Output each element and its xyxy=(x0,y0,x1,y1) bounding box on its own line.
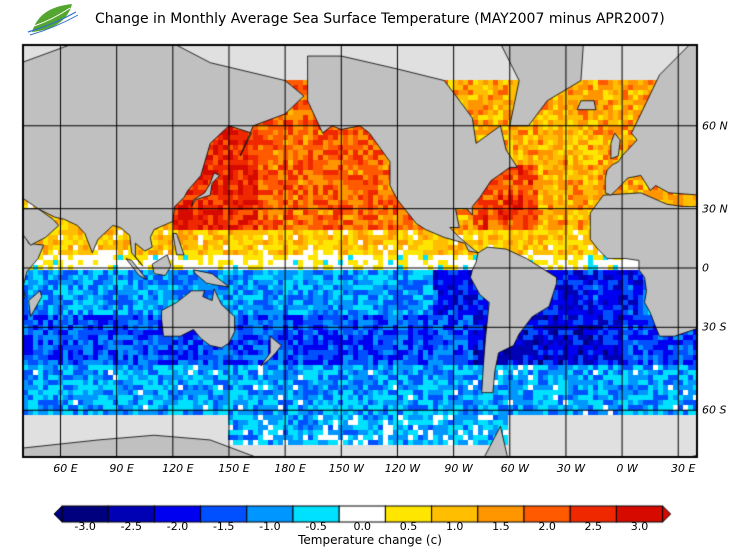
colorbar-tick-label: 2.0 xyxy=(538,520,556,533)
y-tick-label: 0 xyxy=(702,261,709,275)
colorbar-tick-label: 3.0 xyxy=(630,520,649,533)
x-tick-label: 60 E xyxy=(53,462,78,475)
x-tick-label: 30 E xyxy=(671,462,696,475)
colorbar-tick-label: -2.0 xyxy=(166,520,189,533)
y-tick-label: 30 N xyxy=(702,202,728,216)
hko-logo xyxy=(24,2,80,44)
colorbar-tick-label: -3.0 xyxy=(74,520,96,533)
x-tick-label: 0 W xyxy=(616,462,638,475)
x-tick-label: 60 W xyxy=(500,462,529,475)
x-tick-label: 120 W xyxy=(384,462,421,475)
y-tick-label: 30 S xyxy=(702,320,727,334)
y-tick-label: 60 S xyxy=(702,403,727,417)
x-tick-label: 120 E xyxy=(162,462,194,475)
colorbar-tick-label: -1.5 xyxy=(212,520,235,533)
colorbar-tick-label: 0.0 xyxy=(353,520,372,533)
colorbar-tick-label: -2.5 xyxy=(120,520,143,533)
colorbar-tick-label: 1.0 xyxy=(445,520,464,533)
x-tick-label: 150 E xyxy=(218,462,250,475)
colorbar-tick-label: 2.5 xyxy=(584,520,603,533)
colorbar-tick-label: 1.5 xyxy=(492,520,510,533)
colorbar-tick-label: 0.5 xyxy=(399,520,418,533)
chart-title: Change in Monthly Average Sea Surface Te… xyxy=(95,11,665,27)
x-tick-label: 180 E xyxy=(274,462,306,475)
x-tick-label: 90 W xyxy=(444,462,473,475)
colorbar-tick-label: -0.5 xyxy=(305,520,327,533)
colorbar-tick-label: -1.0 xyxy=(259,520,281,533)
x-tick-label: 30 W xyxy=(556,462,586,475)
x-tick-label: 150 W xyxy=(328,462,364,475)
x-tick-label: 90 E xyxy=(109,462,134,475)
colorbar-title: Temperature change (c) xyxy=(298,533,442,547)
y-tick-label: 60 N xyxy=(702,119,728,133)
